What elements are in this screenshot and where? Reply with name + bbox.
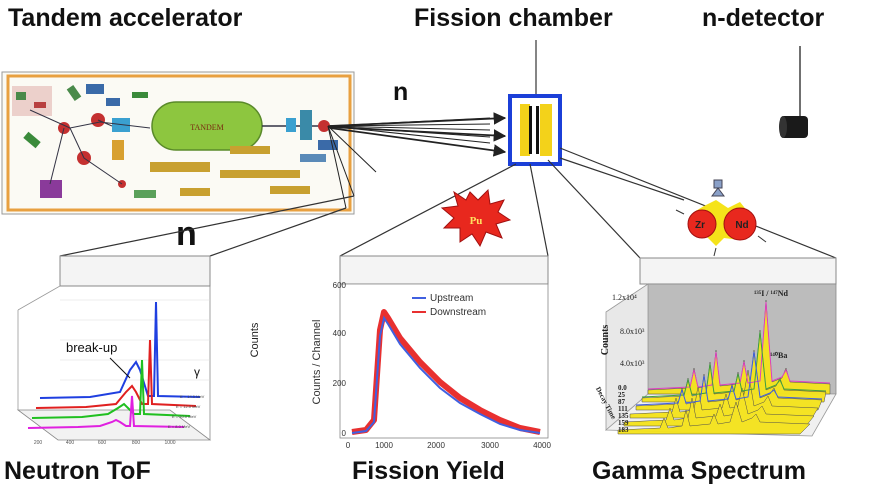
fission-fragments: Zr Nd	[675, 179, 767, 257]
connector-lines	[59, 147, 837, 259]
pu-burst: Pu	[440, 188, 512, 248]
gamma-depth-tick-1: 25	[618, 391, 626, 399]
title-fission-yield: Fission Yield	[352, 457, 505, 485]
tof-legend-green: E = 10.0 MeV	[172, 414, 197, 419]
floorplan-frame	[6, 74, 352, 212]
gamma-panel: Counts 1.2x10⁴ 8.0x10³ 4.0x10³ ¹³⁵I / ¹⁴…	[594, 257, 837, 437]
tandem-floorplan: TANDEM	[1, 71, 355, 215]
tof-series-green	[31, 359, 191, 419]
gamma-peak-label-0: ¹³⁵I / ¹⁴⁷Nd	[754, 289, 789, 298]
yield-ytick-2: 400	[333, 329, 347, 338]
yield-xtick-4: 4000	[533, 441, 551, 450]
tof-panel: Counts E = 14.5 MeV E = 12.0 MeV E = 10.…	[16, 255, 261, 446]
title-tandem-accelerator: Tandem accelerator	[8, 4, 243, 32]
gamma-ytick-1: 8.0x10³	[620, 327, 645, 336]
tof-annotation-gamma: γ	[194, 365, 200, 379]
tof-series-blue	[39, 301, 201, 399]
tof-xtick-2: 600	[98, 440, 107, 446]
beam-label-n-upper: n	[393, 78, 409, 106]
tof-ylabel: Counts	[249, 322, 261, 357]
n-detector	[779, 46, 808, 138]
yield-ytick-0: 0	[342, 429, 347, 438]
tof-series-magenta	[27, 395, 185, 429]
fragment-left-label: Zr	[695, 220, 705, 231]
yield-legend-downstream: Downstream	[430, 307, 486, 318]
beam-label-n-lower: n	[176, 215, 197, 253]
yield-xtick-0: 0	[346, 441, 351, 450]
fragment-right-label: Nd	[735, 220, 748, 231]
gamma-ytick-0: 1.2x10⁴	[612, 293, 637, 302]
yield-ytick-1: 200	[333, 379, 347, 388]
tof-xtick-4: 1000	[164, 440, 175, 446]
yield-xtick-1: 1000	[375, 441, 393, 450]
tof-xtick-0: 200	[34, 440, 43, 446]
title-neutron-tof: Neutron ToF	[4, 457, 151, 485]
title-n-detector: n-detector	[702, 4, 825, 32]
gamma-ylabel: Counts	[600, 325, 611, 356]
burst-label: Pu	[470, 215, 483, 227]
tof-annotation-breakup: break-up	[66, 340, 117, 355]
yield-ylabel: Counts / Channel	[311, 320, 323, 405]
yield-curve-upstream	[351, 315, 541, 434]
tandem-tank-label: TANDEM	[190, 123, 224, 132]
tof-legend-red: E = 12.0 MeV	[176, 404, 201, 409]
tof-xtick-3: 800	[132, 440, 141, 446]
tof-legend-magenta: E = 8.0 MeV	[168, 424, 190, 429]
yield-legend-upstream: Upstream	[430, 293, 473, 304]
gamma-depth-tick-5: 159	[618, 419, 629, 427]
tof-xtick-1: 400	[66, 440, 75, 446]
gamma-depth-tick-2: 87	[618, 398, 626, 406]
tof-series-red	[35, 339, 197, 409]
gamma-depth-tick-3: 111	[618, 405, 628, 413]
title-fission-chamber: Fission chamber	[414, 4, 613, 32]
gamma-ytick-2: 4.0x10³	[620, 359, 645, 368]
gamma-depth-tick-0: 0.0	[618, 384, 627, 392]
fission-chamber	[508, 40, 562, 166]
gamma-depth-tick-6: 183	[618, 426, 629, 434]
yield-xtick-2: 2000	[427, 441, 445, 450]
yield-panel: Counts / Channel 0 200 400 600 0 1000 20…	[311, 255, 551, 450]
tof-legend-blue: E = 14.5 MeV	[180, 394, 205, 399]
gamma-peak-label-1: ¹⁴⁰Ba	[770, 351, 787, 360]
title-gamma-spectrum: Gamma Spectrum	[592, 457, 806, 485]
gamma-depth-tick-4: 135	[618, 412, 629, 420]
yield-xtick-3: 3000	[481, 441, 499, 450]
neutron-beam-arrows	[329, 112, 507, 157]
yield-ytick-3: 600	[333, 281, 347, 290]
